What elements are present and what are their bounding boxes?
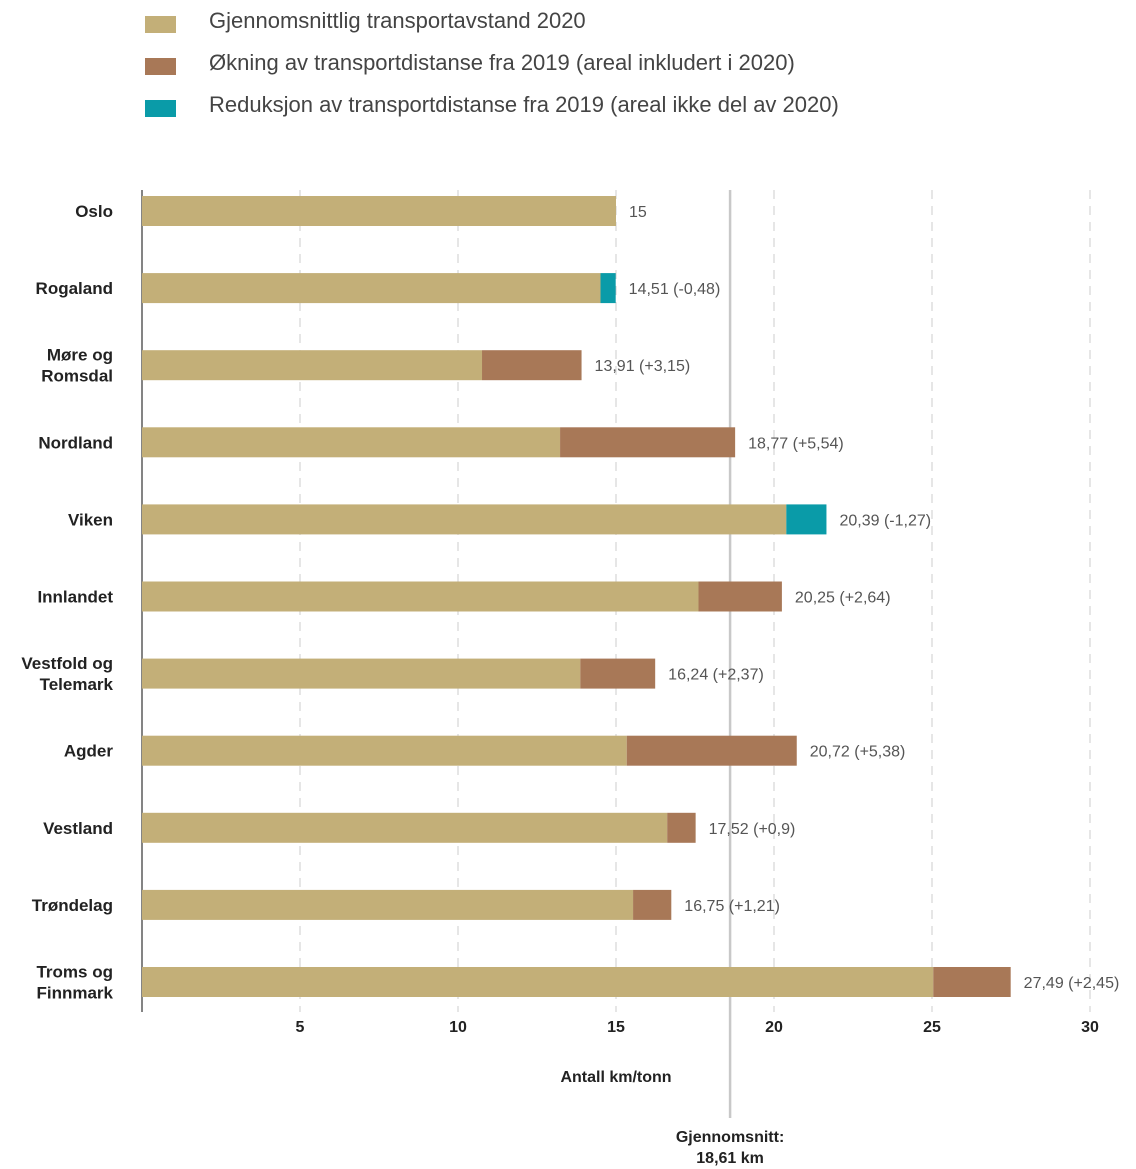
- x-tick-label-10: 10: [449, 1019, 467, 1036]
- category-label-9: Trøndelag: [32, 896, 113, 915]
- bar-increase-9: [633, 889, 672, 920]
- x-tick-label-15: 15: [607, 1019, 625, 1036]
- data-label-6: 16,24 (+2,37): [668, 667, 764, 684]
- x-tick-label-30: 30: [1081, 1019, 1099, 1036]
- category-label-7: Agder: [64, 742, 114, 761]
- data-label-5: 20,25 (+2,64): [795, 590, 891, 607]
- average-label: Gjennomsnitt: 18,61 km: [676, 1129, 784, 1167]
- data-label-7: 20,72 (+5,38): [810, 744, 906, 761]
- bar-increase-10: [933, 967, 1011, 997]
- legend-label-increase: Økning av transportdistanse fra 2019 (ar…: [209, 50, 795, 75]
- legend-label-base: Gjennomsnittlig transportavstand 2020: [209, 8, 586, 33]
- category-label-2: Møre og Romsdal: [41, 346, 113, 386]
- bar-base-10: [142, 967, 934, 997]
- bar-increase-3: [560, 427, 736, 458]
- data-label-3: 18,77 (+5,54): [748, 435, 844, 452]
- bar-base-1: [142, 273, 601, 304]
- bar-base-5: [142, 581, 699, 612]
- bar-increase-8: [667, 812, 696, 843]
- data-label-8: 17,52 (+0,9): [709, 821, 796, 838]
- bar-increase-2: [482, 350, 582, 381]
- bar-increase-6: [580, 658, 656, 689]
- category-label-4: Viken: [68, 510, 113, 529]
- category-label-10: Troms og Finnmark: [36, 963, 113, 1003]
- bar-reduction-1: [600, 273, 616, 304]
- data-label-0: 15: [629, 204, 647, 221]
- bar-base-7: [142, 735, 627, 766]
- data-label-2: 13,91 (+3,15): [595, 358, 691, 375]
- x-tick-label-20: 20: [765, 1019, 783, 1036]
- bar-base-4: [142, 504, 787, 535]
- category-label-8: Vestland: [43, 819, 113, 838]
- bar-base-9: [142, 889, 634, 920]
- category-label-1: Rogaland: [36, 279, 113, 298]
- legend-swatch-base: [145, 16, 176, 33]
- bar-reduction-4: [786, 504, 827, 535]
- x-axis-title: Antall km/tonn: [560, 1069, 671, 1086]
- legend-swatch-reduction: [145, 100, 176, 117]
- bar-increase-5: [698, 581, 782, 612]
- legend-swatch-increase: [145, 58, 176, 75]
- bar-base-6: [142, 658, 581, 689]
- x-tick-label-5: 5: [296, 1019, 305, 1036]
- category-label-3: Nordland: [38, 433, 113, 452]
- bar-base-0: [142, 196, 616, 226]
- data-label-4: 20,39 (-1,27): [839, 512, 931, 529]
- legend-label-reduction: Reduksjon av transportdistanse fra 2019 …: [209, 92, 839, 117]
- bar-increase-7: [626, 735, 797, 766]
- data-label-9: 16,75 (+1,21): [684, 898, 780, 915]
- data-label-1: 14,51 (-0,48): [629, 281, 721, 298]
- data-label-10: 27,49 (+2,45): [1024, 975, 1120, 992]
- category-label-0: Oslo: [75, 202, 113, 221]
- bar-base-2: [142, 350, 483, 381]
- category-label-5: Innlandet: [37, 588, 113, 607]
- bar-base-3: [142, 427, 561, 458]
- category-label-6: Vestfold og Telemark: [21, 654, 113, 694]
- bar-base-8: [142, 812, 668, 843]
- x-tick-label-25: 25: [923, 1019, 941, 1036]
